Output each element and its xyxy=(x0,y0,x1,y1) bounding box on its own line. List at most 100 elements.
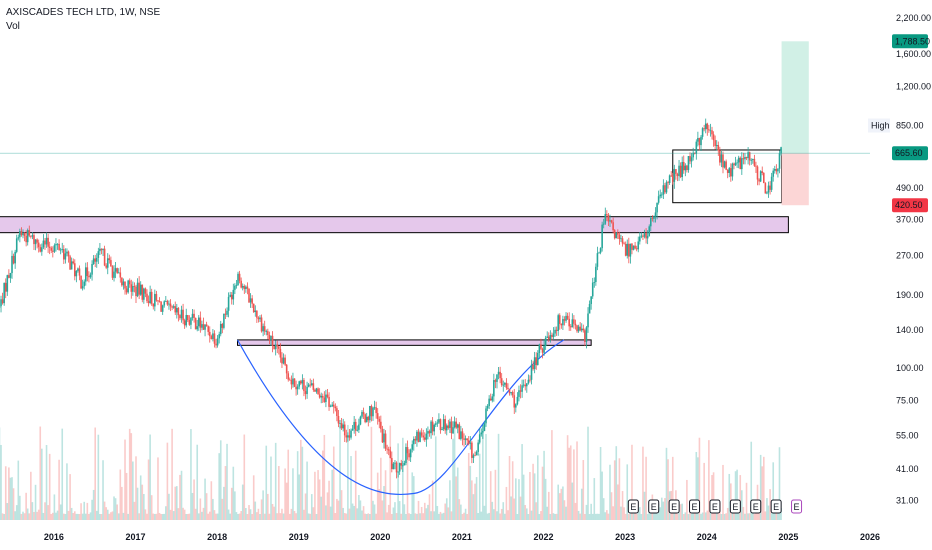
candle[interactable] xyxy=(675,169,677,180)
candle[interactable] xyxy=(715,140,718,151)
candle[interactable] xyxy=(489,393,492,401)
candle[interactable] xyxy=(651,215,654,222)
candle[interactable] xyxy=(499,366,501,384)
candle[interactable] xyxy=(521,379,523,398)
candle[interactable] xyxy=(639,232,641,245)
candle[interactable] xyxy=(243,284,246,295)
candle[interactable] xyxy=(422,429,425,441)
candle[interactable] xyxy=(92,255,95,265)
candle[interactable] xyxy=(270,335,272,347)
candle[interactable] xyxy=(598,251,600,254)
candle[interactable] xyxy=(56,243,59,250)
candle[interactable] xyxy=(146,289,148,304)
stop-zone[interactable] xyxy=(781,153,809,206)
candle[interactable] xyxy=(9,272,12,283)
candle[interactable] xyxy=(670,171,672,177)
candle[interactable] xyxy=(88,271,90,283)
candle[interactable] xyxy=(113,265,115,282)
candle[interactable] xyxy=(541,347,544,359)
candle[interactable] xyxy=(25,230,27,247)
candle[interactable] xyxy=(725,159,727,171)
candle[interactable] xyxy=(458,422,461,440)
candle[interactable] xyxy=(232,283,235,305)
candle[interactable] xyxy=(72,258,75,265)
candle[interactable] xyxy=(682,155,685,174)
candle[interactable] xyxy=(201,320,203,331)
candle[interactable] xyxy=(281,352,283,368)
candle[interactable] xyxy=(568,312,570,331)
candle[interactable] xyxy=(83,279,86,290)
candle[interactable] xyxy=(700,134,702,151)
candle[interactable] xyxy=(315,387,318,394)
candle[interactable] xyxy=(22,229,24,239)
candle[interactable] xyxy=(207,325,209,336)
candle[interactable] xyxy=(144,287,147,298)
candle[interactable] xyxy=(530,359,533,385)
candle[interactable] xyxy=(687,155,690,173)
candle[interactable] xyxy=(486,404,489,412)
candle[interactable] xyxy=(573,315,575,329)
candle[interactable] xyxy=(256,310,258,323)
candle[interactable] xyxy=(552,327,555,340)
candle[interactable] xyxy=(549,330,552,343)
candle[interactable] xyxy=(686,164,688,173)
candle[interactable] xyxy=(505,378,508,390)
candle[interactable] xyxy=(656,202,658,220)
candle[interactable] xyxy=(445,423,448,436)
candle[interactable] xyxy=(392,462,395,470)
candle[interactable] xyxy=(546,331,549,339)
candle[interactable] xyxy=(328,392,330,411)
candle[interactable] xyxy=(226,307,228,318)
candle[interactable] xyxy=(497,367,500,380)
candle[interactable] xyxy=(138,276,140,300)
candle[interactable] xyxy=(596,246,599,271)
candle[interactable] xyxy=(44,237,46,250)
candle[interactable] xyxy=(566,312,569,321)
candle[interactable] xyxy=(350,428,352,440)
candle[interactable] xyxy=(105,263,107,270)
candle[interactable] xyxy=(748,151,751,166)
candle[interactable] xyxy=(245,285,247,293)
candle[interactable] xyxy=(102,248,104,257)
candle[interactable] xyxy=(257,316,260,323)
candle[interactable] xyxy=(282,353,285,365)
candle[interactable] xyxy=(522,379,525,388)
candle[interactable] xyxy=(321,393,324,403)
candle[interactable] xyxy=(249,293,252,308)
candle[interactable] xyxy=(81,279,84,291)
candle[interactable] xyxy=(737,155,740,169)
candle[interactable] xyxy=(631,242,633,255)
candle[interactable] xyxy=(351,425,354,431)
candle[interactable] xyxy=(634,242,636,250)
candle[interactable] xyxy=(628,237,630,264)
candle[interactable] xyxy=(403,460,406,466)
candle[interactable] xyxy=(464,435,467,445)
candle[interactable] xyxy=(45,232,48,248)
candle[interactable] xyxy=(618,231,621,245)
candle[interactable] xyxy=(124,281,126,295)
candle[interactable] xyxy=(169,299,172,312)
candle[interactable] xyxy=(199,311,202,333)
candle[interactable] xyxy=(296,384,299,395)
candle[interactable] xyxy=(369,405,371,423)
candle[interactable] xyxy=(342,418,344,432)
candle[interactable] xyxy=(482,424,484,439)
candle[interactable] xyxy=(695,139,698,160)
candle[interactable] xyxy=(747,147,749,165)
candle[interactable] xyxy=(571,313,574,328)
candle[interactable] xyxy=(103,245,106,267)
candle[interactable] xyxy=(408,449,410,461)
candle[interactable] xyxy=(601,221,603,252)
candle[interactable] xyxy=(358,418,360,433)
candle[interactable] xyxy=(395,461,398,479)
candle[interactable] xyxy=(67,250,70,263)
candle[interactable] xyxy=(637,236,640,253)
candle[interactable] xyxy=(317,387,319,395)
candle[interactable] xyxy=(626,239,629,259)
candle[interactable] xyxy=(587,307,589,333)
candle[interactable] xyxy=(681,156,683,181)
candle[interactable] xyxy=(610,219,613,224)
candle[interactable] xyxy=(53,243,56,254)
candle[interactable] xyxy=(91,260,93,281)
candle[interactable] xyxy=(15,234,18,254)
